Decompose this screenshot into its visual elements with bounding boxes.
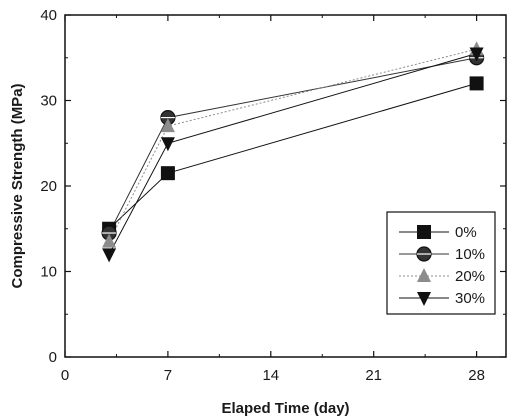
y-tick-label: 40 xyxy=(40,7,57,24)
data-point-triangle-up xyxy=(102,233,117,248)
legend-label: 20% xyxy=(455,268,485,285)
legend-label: 0% xyxy=(455,224,477,241)
series-line xyxy=(108,57,477,234)
legend-label: 10% xyxy=(455,246,485,263)
data-point-triangle-down xyxy=(102,248,117,263)
data-point-circle xyxy=(416,246,432,262)
data-point-triangle-up xyxy=(417,268,431,282)
y-tick-label: 30 xyxy=(40,93,57,110)
series-layer xyxy=(101,41,485,263)
data-point-square xyxy=(160,166,175,181)
data-point-square xyxy=(469,76,484,91)
x-axis-title: Elaped Time (day) xyxy=(221,400,349,417)
data-point-triangle-up xyxy=(160,118,175,133)
data-point-triangle-down xyxy=(417,292,431,306)
x-tick-label: 28 xyxy=(468,367,485,384)
series-line xyxy=(108,82,477,230)
series-10pct xyxy=(108,57,477,234)
x-tick-label: 14 xyxy=(262,367,279,384)
axes: 0 7 14 21 28 0 10 20 30 40 xyxy=(40,7,507,384)
x-tick-label: 0 xyxy=(61,367,69,384)
markers-30pct xyxy=(102,47,484,263)
legend-label: 30% xyxy=(455,290,485,307)
data-point-circle xyxy=(160,109,176,126)
x-tick-label: 21 xyxy=(365,367,382,384)
data-point-square xyxy=(417,225,431,239)
data-point-circle xyxy=(101,225,117,241)
y-tick-label: 20 xyxy=(40,178,57,195)
legend-box xyxy=(386,211,496,315)
y-axis-title: Compressive Strength (MPa) xyxy=(9,83,26,288)
series-0pct xyxy=(108,82,477,230)
x-tick-label: 7 xyxy=(164,367,172,384)
data-point-triangle-down xyxy=(469,47,484,62)
y-tick-label: 10 xyxy=(40,264,57,281)
y-tick-label: 0 xyxy=(49,349,57,366)
data-point-triangle-down xyxy=(160,137,175,152)
legend: 0% 10% 20% 30% xyxy=(386,211,496,315)
